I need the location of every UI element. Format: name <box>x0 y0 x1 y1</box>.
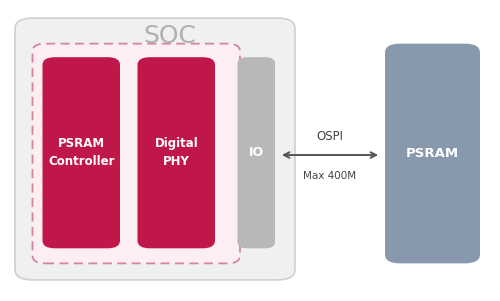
Text: SOC: SOC <box>144 24 197 48</box>
FancyBboxPatch shape <box>238 57 275 248</box>
Text: OSPI: OSPI <box>316 130 344 144</box>
FancyBboxPatch shape <box>42 57 120 248</box>
FancyBboxPatch shape <box>138 57 215 248</box>
Text: PSRAM
Controller: PSRAM Controller <box>48 137 114 168</box>
Text: Digital
PHY: Digital PHY <box>154 137 198 168</box>
Text: Max 400M: Max 400M <box>304 171 356 181</box>
FancyBboxPatch shape <box>15 18 295 280</box>
Text: PSRAM: PSRAM <box>406 147 459 160</box>
Text: IO: IO <box>248 146 264 159</box>
FancyBboxPatch shape <box>385 44 480 263</box>
FancyBboxPatch shape <box>32 44 240 263</box>
